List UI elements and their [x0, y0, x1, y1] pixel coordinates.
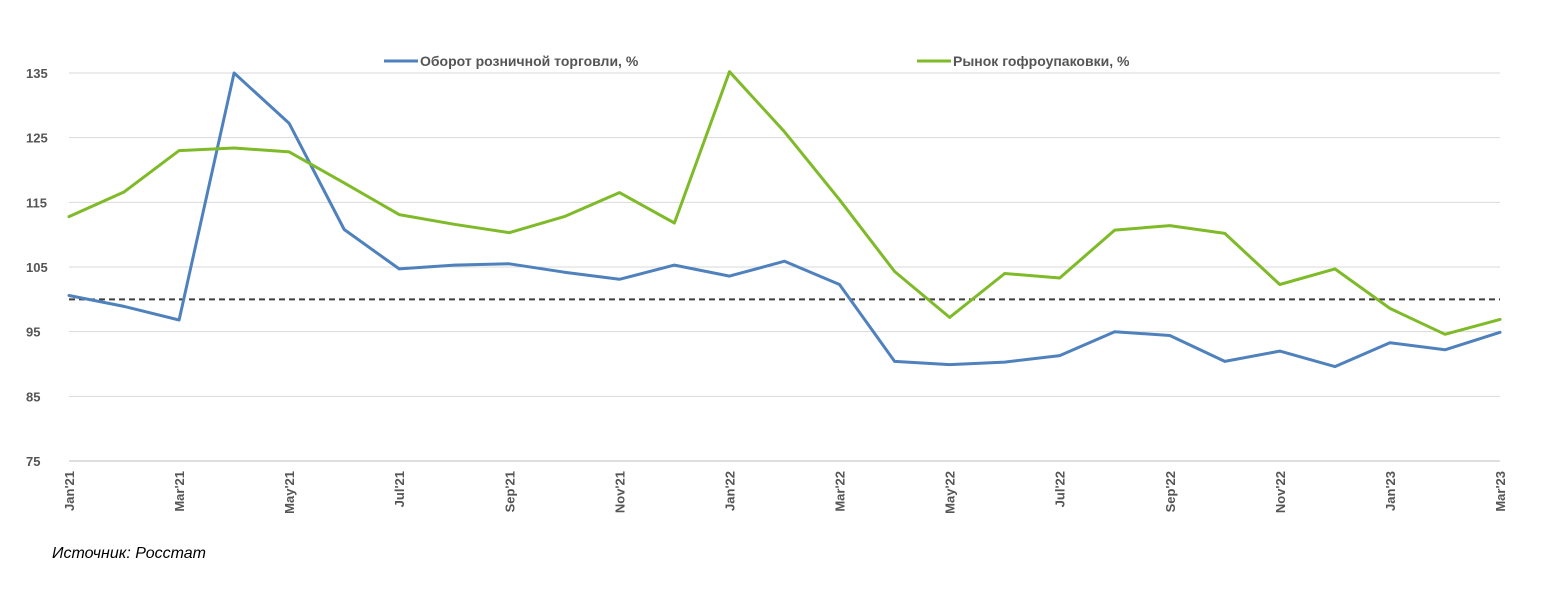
x-tick-label: Mar'21: [172, 471, 187, 512]
x-axis-ticks: Jan'21 Mar'21 May'21 Jul'21 Sep'21 Nov'21 Jan'…: [62, 471, 1508, 514]
x-tick-label: Sep'22: [1163, 471, 1178, 512]
x-tick-label: Jan'21: [62, 471, 77, 511]
x-tick-label: Sep'21: [502, 471, 517, 512]
series-lines: [67, 70, 1502, 369]
y-axis-ticks: 75 85 95 105 115 125 135: [26, 66, 48, 469]
x-tick-label: Jan'23: [1383, 471, 1398, 511]
y-tick-label: 115: [26, 195, 47, 210]
y-tick-label: 75: [26, 454, 40, 469]
gridlines: [69, 72, 1500, 462]
y-tick-label: 95: [26, 325, 40, 340]
x-tick-label: Jul'21: [392, 471, 407, 507]
y-tick-label: 125: [26, 131, 48, 146]
retail-turnover-line: [67, 71, 1502, 369]
y-tick-label: 135: [26, 66, 48, 81]
x-tick-label: Mar'22: [833, 471, 848, 512]
y-tick-label: 105: [26, 260, 48, 275]
legend: Оборот розничной торговли, % Рынок гофроу…: [384, 53, 1130, 69]
legend-label: Рынок гофроупаковки, %: [953, 53, 1130, 69]
source-note: Источник: Росстат: [52, 545, 206, 562]
x-tick-label: Jan'22: [722, 471, 737, 511]
x-tick-label: Nov'21: [612, 471, 627, 513]
y-tick-label: 85: [26, 389, 40, 404]
x-tick-label: Mar'23: [1493, 471, 1508, 512]
legend-label: Оборот розничной торговли, %: [420, 53, 639, 69]
x-tick-label: May'21: [282, 471, 297, 514]
x-tick-label: May'22: [943, 471, 958, 514]
x-tick-label: Jul'22: [1053, 471, 1068, 507]
x-tick-label: Nov'22: [1273, 471, 1288, 513]
corrugated-market-line: [67, 70, 1502, 336]
